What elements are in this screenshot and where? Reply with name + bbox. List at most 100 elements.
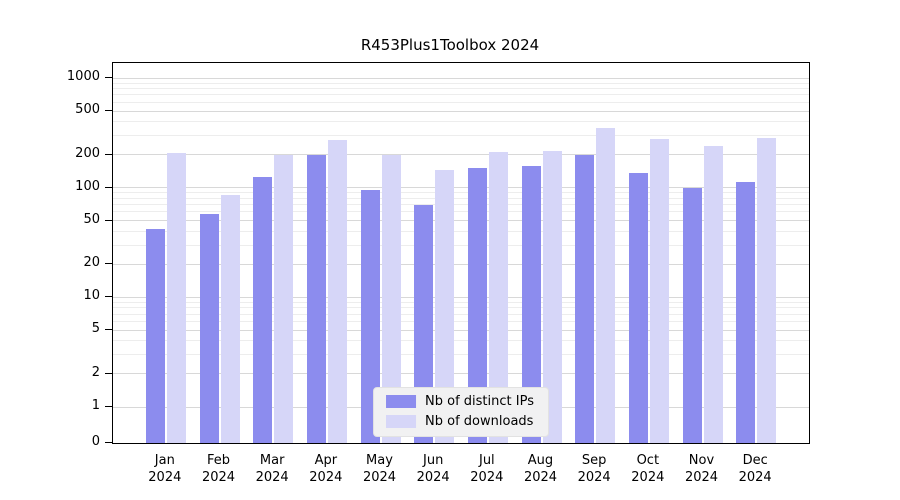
- bar-downloads-jan: [166, 153, 186, 443]
- bar-downloads-nov: [703, 146, 723, 443]
- x-tick-label-jun: Jun 2024: [406, 452, 460, 486]
- minor-gridline: [113, 313, 809, 315]
- minor-gridline: [113, 101, 809, 103]
- bar-distinct-ips-aug: [521, 165, 541, 443]
- bar-downloads-jun: [435, 169, 455, 443]
- bar-distinct-ips-jun: [414, 204, 434, 443]
- year-label: 2024: [362, 470, 397, 485]
- year-label: 2024: [523, 470, 558, 485]
- y-tick-label: 50: [83, 211, 100, 227]
- bar-downloads-oct: [649, 138, 669, 443]
- y-tick-mark: [105, 186, 112, 188]
- month-label: May: [366, 453, 393, 468]
- bar-distinct-ips-dec: [736, 181, 756, 443]
- bar-distinct-ips-jul: [467, 168, 487, 443]
- x-tick-label-dec: Dec 2024: [728, 452, 782, 486]
- minor-gridline: [113, 82, 809, 84]
- month-label: Mar: [259, 453, 285, 468]
- y-tick-mark: [105, 153, 112, 155]
- bar-downloads-feb: [220, 195, 240, 443]
- y-tick-label: 1: [91, 398, 100, 413]
- x-tick-label-oct: Oct 2024: [621, 452, 675, 486]
- major-gridline: [113, 329, 809, 331]
- major-gridline: [113, 187, 809, 189]
- minor-gridline: [113, 211, 809, 213]
- x-tick-label-aug: Aug 2024: [514, 452, 568, 486]
- minor-gridline: [113, 192, 809, 194]
- bar-downloads-dec: [757, 137, 777, 443]
- bar-distinct-ips-jan: [145, 228, 165, 443]
- minor-gridline: [113, 321, 809, 323]
- legend-label-distinct-ips: Nb of distinct IPs: [425, 394, 534, 409]
- chart-title: R453Plus1Toolbox 2024: [360, 36, 540, 54]
- bar-downloads-mar: [274, 155, 294, 443]
- year-label: 2024: [577, 470, 611, 485]
- minor-gridline: [113, 340, 809, 342]
- legend-item-downloads: Nb of downloads: [386, 414, 534, 429]
- y-tick-label: 100: [75, 178, 100, 194]
- y-tick-mark: [105, 296, 112, 298]
- year-label: 2024: [470, 470, 504, 485]
- y-tick-label: 20: [83, 255, 100, 271]
- y-tick-label: 500: [75, 102, 100, 117]
- year-label: 2024: [416, 470, 450, 485]
- x-tick-label-may: May 2024: [353, 452, 407, 486]
- year-label: 2024: [255, 470, 289, 485]
- minor-gridline: [113, 94, 809, 96]
- x-tick-label-nov: Nov 2024: [675, 452, 729, 486]
- year-label: 2024: [309, 470, 343, 485]
- legend-swatch-distinct-ips: [386, 395, 417, 408]
- major-gridline: [113, 220, 809, 222]
- minor-gridline: [113, 301, 809, 303]
- year-label: 2024: [201, 470, 236, 485]
- y-tick-label: 2: [91, 364, 100, 380]
- minor-gridline: [113, 197, 809, 199]
- legend: Nb of distinct IPs Nb of downloads: [373, 387, 549, 437]
- y-tick-mark: [105, 406, 112, 407]
- bar-downloads-jul: [488, 151, 508, 443]
- y-tick-label: 10: [83, 288, 100, 304]
- bar-downloads-aug: [542, 150, 562, 443]
- y-tick-mark: [105, 219, 112, 221]
- month-label: Oct: [636, 453, 660, 468]
- legend-item-distinct-ips: Nb of distinct IPs: [386, 394, 534, 409]
- month-label: Apr: [314, 453, 338, 468]
- minor-gridline: [113, 121, 809, 123]
- month-label: Jul: [478, 453, 495, 468]
- y-tick-label: 0: [91, 434, 100, 449]
- major-gridline: [113, 77, 809, 79]
- minor-gridline: [113, 134, 809, 136]
- minor-gridline: [113, 230, 809, 232]
- minor-gridline: [113, 204, 809, 206]
- y-tick-label: 200: [75, 145, 100, 161]
- x-tick-label-feb: Feb 2024: [192, 452, 246, 486]
- year-label: 2024: [631, 470, 665, 485]
- bar-downloads-apr: [327, 140, 347, 443]
- major-gridline: [113, 296, 809, 298]
- major-gridline: [113, 263, 809, 265]
- major-gridline: [113, 373, 809, 375]
- y-tick-mark: [105, 77, 112, 78]
- x-tick-label-jul: Jul 2024: [460, 452, 514, 486]
- y-tick-label: 5: [91, 321, 100, 337]
- legend-label-downloads: Nb of downloads: [425, 414, 534, 429]
- y-tick-label: 1000: [66, 69, 100, 84]
- month-label: Sep: [581, 453, 607, 468]
- y-tick-mark: [105, 110, 112, 111]
- bar-distinct-ips-nov: [682, 187, 702, 443]
- bar-distinct-ips-mar: [253, 177, 273, 443]
- bar-distinct-ips-sep: [575, 154, 595, 443]
- y-tick-mark: [105, 442, 112, 443]
- minor-gridline: [113, 88, 809, 90]
- x-tick-label-sep: Sep 2024: [567, 452, 621, 486]
- month-label: Feb: [206, 453, 230, 468]
- month-label: Jun: [423, 453, 444, 468]
- month-label: Nov: [688, 453, 715, 468]
- month-label: Jan: [154, 453, 175, 468]
- minor-gridline: [113, 354, 809, 356]
- x-tick-label-apr: Apr 2024: [299, 452, 353, 486]
- minor-gridline: [113, 307, 809, 309]
- bar-distinct-ips-apr: [306, 155, 326, 443]
- bar-distinct-ips-feb: [199, 213, 219, 443]
- y-tick-mark: [105, 263, 112, 265]
